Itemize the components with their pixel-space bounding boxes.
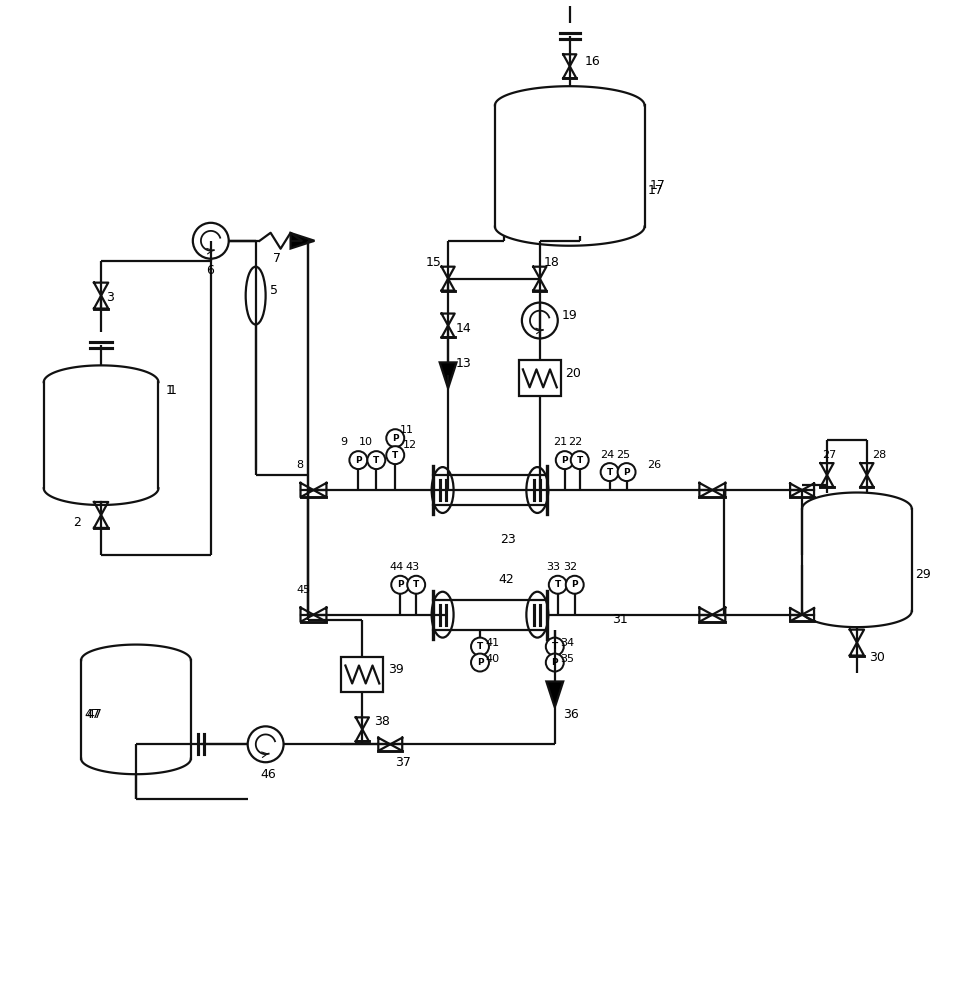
- Text: 18: 18: [543, 256, 559, 269]
- Text: 41: 41: [484, 638, 499, 648]
- Text: P: P: [571, 580, 578, 589]
- Text: 29: 29: [914, 568, 929, 581]
- Text: 14: 14: [456, 322, 471, 335]
- Text: 5: 5: [269, 284, 278, 297]
- Text: 30: 30: [868, 651, 884, 664]
- Polygon shape: [546, 681, 562, 707]
- Text: 13: 13: [456, 357, 471, 370]
- Text: T: T: [576, 456, 582, 465]
- Text: 38: 38: [374, 715, 390, 728]
- Text: 17: 17: [649, 179, 665, 192]
- Text: 34: 34: [559, 638, 574, 648]
- Text: 3: 3: [106, 291, 113, 304]
- Text: 20: 20: [564, 367, 580, 380]
- Text: 47: 47: [84, 708, 100, 721]
- Text: 8: 8: [296, 460, 304, 470]
- Circle shape: [555, 451, 573, 469]
- Text: 35: 35: [559, 654, 573, 664]
- Text: 2: 2: [73, 516, 81, 529]
- Circle shape: [545, 654, 563, 672]
- Circle shape: [407, 576, 425, 594]
- Circle shape: [545, 638, 563, 656]
- Circle shape: [471, 654, 488, 672]
- Text: 1: 1: [165, 384, 174, 397]
- Text: P: P: [623, 468, 629, 477]
- Text: T: T: [412, 580, 419, 589]
- Circle shape: [570, 451, 588, 469]
- Bar: [341, 657, 382, 692]
- Circle shape: [471, 638, 488, 656]
- Text: 36: 36: [562, 708, 578, 721]
- Text: P: P: [551, 658, 557, 667]
- Text: T: T: [551, 642, 557, 651]
- Circle shape: [565, 576, 583, 594]
- Text: 40: 40: [484, 654, 499, 664]
- Text: 27: 27: [821, 450, 835, 460]
- Text: 1: 1: [169, 384, 177, 397]
- Text: 24: 24: [599, 450, 613, 460]
- Circle shape: [386, 429, 404, 447]
- Text: 11: 11: [400, 425, 414, 435]
- Text: 12: 12: [403, 440, 417, 450]
- Text: 33: 33: [545, 562, 559, 572]
- Text: P: P: [397, 580, 403, 589]
- Circle shape: [391, 576, 408, 594]
- Polygon shape: [290, 233, 314, 249]
- Text: 22: 22: [567, 437, 581, 447]
- Text: 23: 23: [500, 533, 515, 546]
- Text: 32: 32: [562, 562, 577, 572]
- Text: P: P: [477, 658, 482, 667]
- Text: P: P: [391, 434, 398, 443]
- Circle shape: [548, 576, 566, 594]
- Text: P: P: [561, 456, 568, 465]
- Text: 15: 15: [426, 256, 441, 269]
- Text: 9: 9: [340, 437, 347, 447]
- Text: 19: 19: [561, 309, 577, 322]
- Text: 25: 25: [616, 450, 630, 460]
- Text: 42: 42: [498, 573, 513, 586]
- Text: 21: 21: [553, 437, 566, 447]
- Circle shape: [600, 463, 618, 481]
- Text: T: T: [392, 451, 398, 460]
- Text: 44: 44: [389, 562, 403, 572]
- Text: T: T: [554, 580, 560, 589]
- Text: 47: 47: [86, 708, 102, 721]
- Text: T: T: [477, 642, 482, 651]
- Text: 43: 43: [405, 562, 419, 572]
- Text: 46: 46: [260, 768, 276, 781]
- Text: T: T: [605, 468, 612, 477]
- Text: 7: 7: [272, 252, 281, 265]
- Text: 6: 6: [206, 264, 213, 277]
- Text: 37: 37: [395, 756, 410, 769]
- Text: 26: 26: [647, 460, 661, 470]
- Text: T: T: [373, 456, 379, 465]
- Text: 17: 17: [647, 184, 663, 197]
- Circle shape: [349, 451, 367, 469]
- Bar: [518, 360, 560, 396]
- Text: 31: 31: [611, 613, 627, 626]
- Text: 10: 10: [358, 437, 372, 447]
- Text: 39: 39: [388, 663, 404, 676]
- Text: 28: 28: [871, 450, 885, 460]
- Circle shape: [386, 446, 404, 464]
- Circle shape: [367, 451, 384, 469]
- Polygon shape: [439, 362, 456, 388]
- Text: P: P: [355, 456, 361, 465]
- Text: 16: 16: [584, 55, 600, 68]
- Circle shape: [617, 463, 635, 481]
- Text: 45: 45: [296, 585, 310, 595]
